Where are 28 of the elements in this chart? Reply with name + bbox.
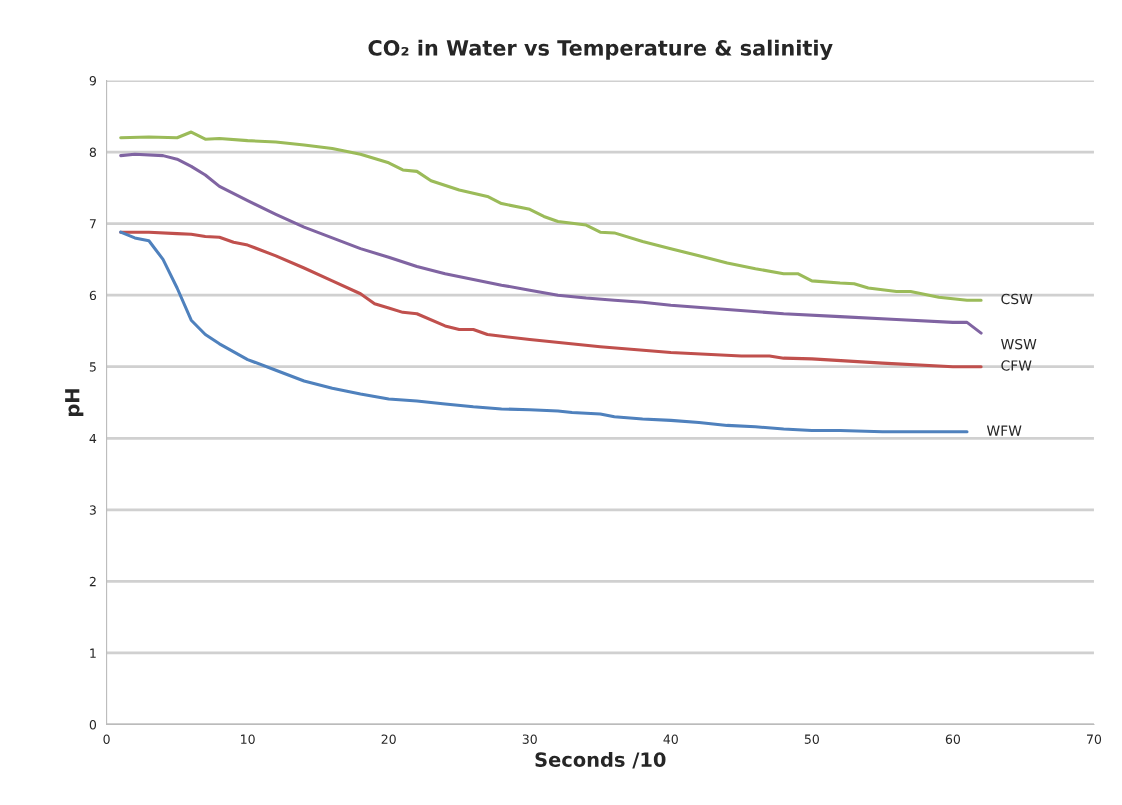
series-label: CSW <box>1001 293 1033 305</box>
y-tick-label: 6 <box>89 290 97 301</box>
x-tick-label: 20 <box>381 734 396 744</box>
x-tick-label: 0 <box>103 734 110 744</box>
y-tick-label: 5 <box>89 362 96 372</box>
line-series <box>119 230 969 434</box>
y-axis-title: pH <box>65 389 84 416</box>
x-axis-title: Seconds /10 <box>535 751 666 769</box>
series-label: CFW <box>1001 360 1032 371</box>
y-tick-label: 3 <box>89 505 96 515</box>
line-series <box>119 152 983 335</box>
y-tick-label: 4 <box>89 433 97 444</box>
x-tick-label: 60 <box>945 734 961 744</box>
y-tick-label: 9 <box>89 75 96 86</box>
x-tick-label: 50 <box>804 734 819 744</box>
y-tick-label: 1 <box>90 648 96 658</box>
x-tick-label: 40 <box>663 734 678 744</box>
x-tick-label: 10 <box>241 734 255 744</box>
y-tick-label: 7 <box>89 219 96 229</box>
x-tick-label: 70 <box>1087 734 1102 744</box>
y-tick-label: 2 <box>89 576 96 587</box>
y-tick-label: 8 <box>89 147 97 157</box>
line-series <box>119 130 983 302</box>
chart-title: CO₂ in Water vs Temperature & salinitiy <box>368 39 833 60</box>
x-tick-label: 30 <box>522 734 537 744</box>
y-tick-label: 0 <box>89 719 97 730</box>
series-label: WSW <box>1001 338 1037 350</box>
series-label: WFW <box>986 425 1022 436</box>
